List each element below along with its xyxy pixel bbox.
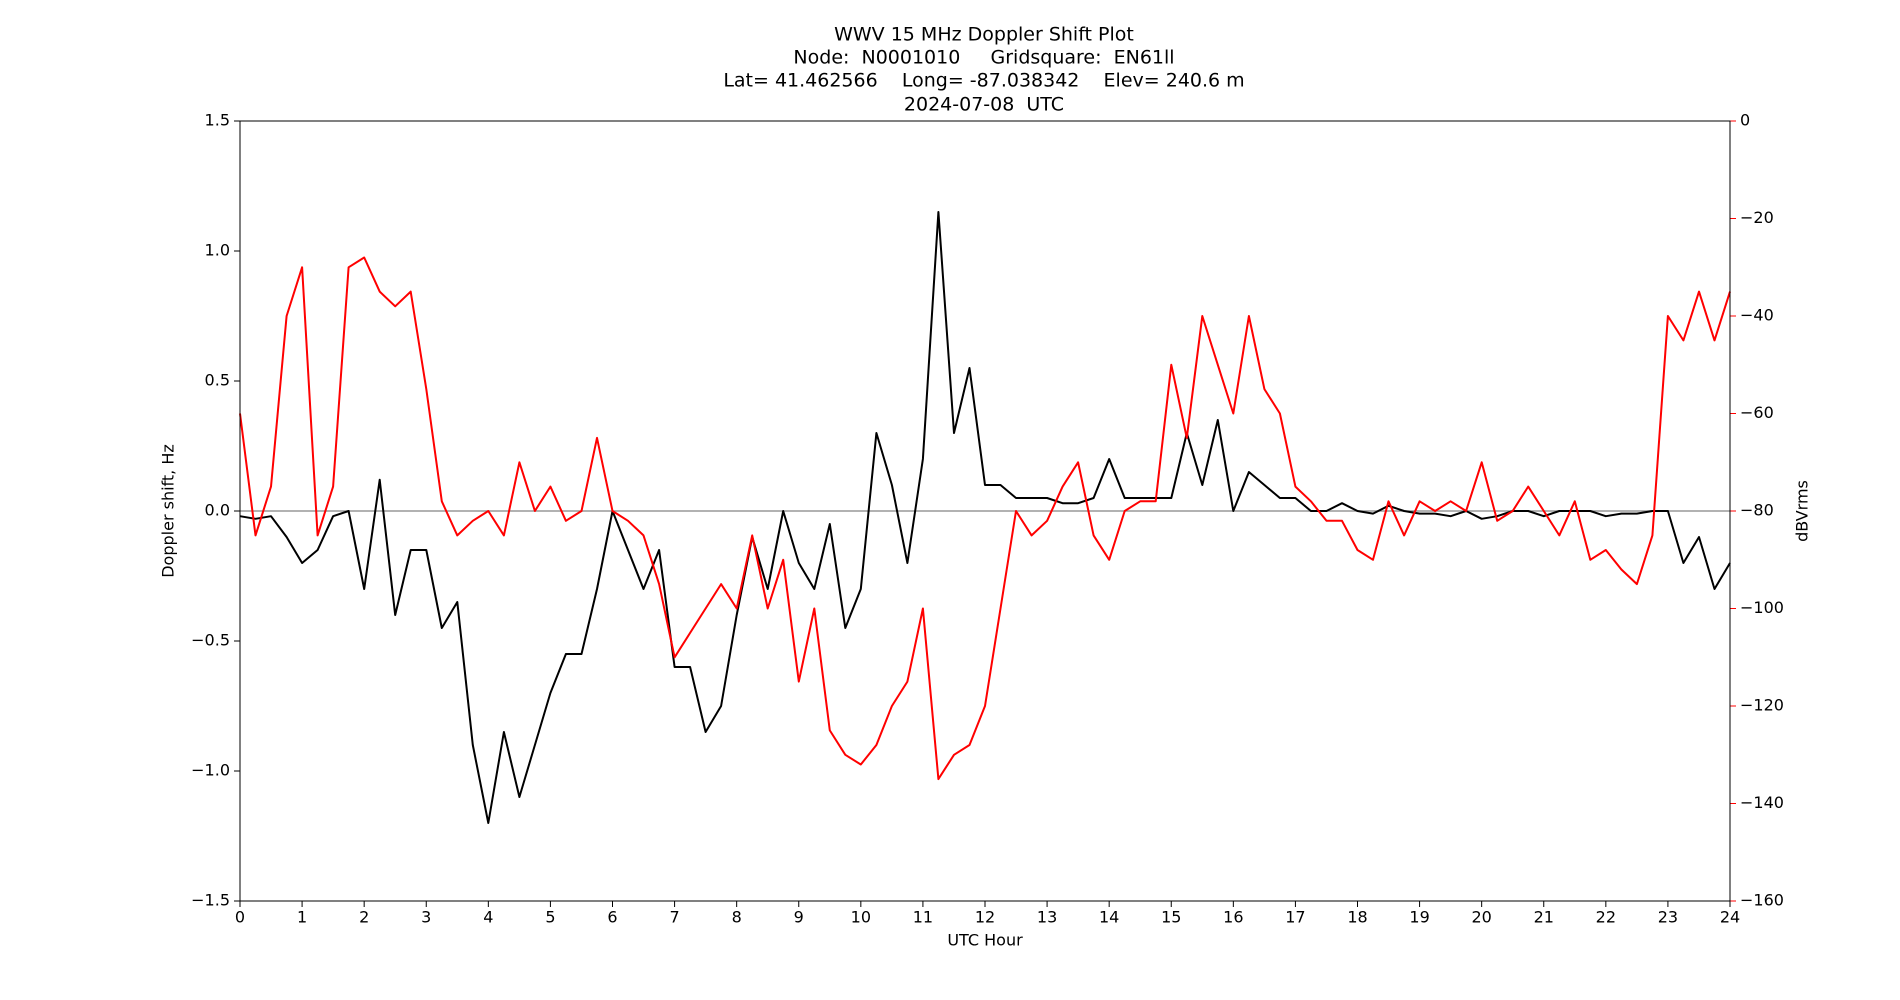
x-tick-label: 22 xyxy=(1596,908,1616,927)
y2-tick-label: −140 xyxy=(1740,793,1784,812)
x-tick-label: 2 xyxy=(359,908,369,927)
x-tick-label: 13 xyxy=(1037,908,1057,927)
x-tick-label: 17 xyxy=(1285,908,1305,927)
y-tick-label: −1.5 xyxy=(191,891,230,910)
y-tick-label: 0.0 xyxy=(205,501,230,520)
x-tick-label: 18 xyxy=(1347,908,1367,927)
x-tick-label: 0 xyxy=(235,908,245,927)
y-axis-label: Doppler shift, Hz xyxy=(159,444,178,578)
x-tick-label: 9 xyxy=(794,908,804,927)
x-tick-label: 21 xyxy=(1534,908,1554,927)
y2-tick-label: −100 xyxy=(1740,598,1784,617)
y-tick-label: 0.5 xyxy=(205,371,230,390)
chart-subtitle: 2024-07-08 UTC xyxy=(904,94,1064,116)
x-tick-label: 23 xyxy=(1658,908,1678,927)
y-tick-label: −0.5 xyxy=(191,631,230,650)
chart-subtitle: Lat= 41.462566 Long= -87.038342 Elev= 24… xyxy=(723,70,1244,92)
x-tick-label: 15 xyxy=(1161,908,1181,927)
chart-subtitle: Node: N0001010 Gridsquare: EN61ll xyxy=(793,47,1174,69)
series-line xyxy=(239,211,1731,824)
x-tick-label: 19 xyxy=(1409,908,1429,927)
x-tick-label: 1 xyxy=(297,908,307,927)
x-tick-label: 24 xyxy=(1720,908,1740,927)
y2-tick-label: −80 xyxy=(1740,501,1774,520)
x-axis-label: UTC Hour xyxy=(947,931,1023,950)
y2-axis-label: dBVrms xyxy=(1793,480,1812,542)
y2-tick-label: −20 xyxy=(1740,208,1774,227)
y2-tick-label: −60 xyxy=(1740,403,1774,422)
x-tick-label: 10 xyxy=(851,908,871,927)
x-tick-label: 5 xyxy=(545,908,555,927)
y-tick-label: 1.0 xyxy=(205,241,230,260)
series-line xyxy=(239,256,1731,781)
plot-frame xyxy=(239,120,1731,902)
chart-title: WWV 15 MHz Doppler Shift Plot xyxy=(834,24,1134,46)
x-tick-label: 3 xyxy=(421,908,431,927)
x-tick-label: 16 xyxy=(1223,908,1243,927)
x-tick-label: 8 xyxy=(732,908,742,927)
y-tick-label: −1.0 xyxy=(191,761,230,780)
y2-tick-label: −160 xyxy=(1740,891,1784,910)
x-tick-label: 14 xyxy=(1099,908,1119,927)
y2-tick-label: 0 xyxy=(1740,111,1750,130)
y-tick-label: 1.5 xyxy=(205,111,230,130)
x-tick-label: 7 xyxy=(669,908,679,927)
x-tick-label: 20 xyxy=(1471,908,1491,927)
x-tick-label: 4 xyxy=(483,908,493,927)
y2-tick-label: −40 xyxy=(1740,306,1774,325)
y2-tick-label: −120 xyxy=(1740,696,1784,715)
x-tick-label: 6 xyxy=(607,908,617,927)
x-tick-label: 11 xyxy=(913,908,933,927)
x-tick-label: 12 xyxy=(975,908,995,927)
